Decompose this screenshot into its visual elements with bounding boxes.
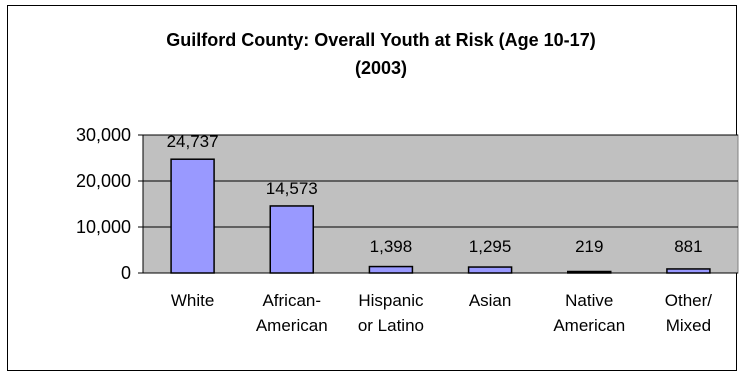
data-labels: 24,737 14,573 1,398 1,295 219 881: [167, 132, 703, 256]
category-label: White: [171, 291, 214, 310]
plot-area: [142, 134, 739, 274]
data-label: 219: [575, 237, 603, 256]
category-label: American: [553, 316, 625, 335]
category-labels: White African- American Hispanic or Latino As…: [171, 291, 712, 335]
bar: [170, 158, 215, 274]
y-tick-label: 0: [121, 263, 131, 283]
data-label: 24,737: [167, 132, 219, 151]
category-label: Native: [565, 291, 613, 310]
bar: [666, 268, 711, 274]
bars: [170, 158, 711, 274]
category-label: American: [256, 316, 328, 335]
category-label: or Latino: [358, 316, 424, 335]
y-tick-label: 20,000: [76, 171, 131, 191]
chart-title-line-2: (2003): [355, 58, 407, 78]
chart-title-line-1: Guilford County: Overall Youth at Risk (…: [166, 30, 595, 50]
bar: [269, 205, 314, 274]
bar: [567, 270, 612, 274]
axes: 0 10,000 20,000 30,000: [76, 125, 738, 283]
bar: [368, 265, 414, 274]
data-label: 1,398: [370, 237, 413, 256]
data-label: 1,295: [469, 237, 512, 256]
y-tick-label: 10,000: [76, 217, 131, 237]
gridlines: [143, 134, 738, 228]
category-label: Other/: [665, 291, 713, 310]
bar: [467, 266, 513, 274]
y-tick-label: 30,000: [76, 125, 131, 145]
category-label: Hispanic: [358, 291, 424, 310]
data-label: 14,573: [266, 179, 318, 198]
category-label: African-: [262, 291, 321, 310]
category-label: Mixed: [666, 316, 711, 335]
data-label: 881: [674, 237, 702, 256]
category-label: Asian: [469, 291, 512, 310]
